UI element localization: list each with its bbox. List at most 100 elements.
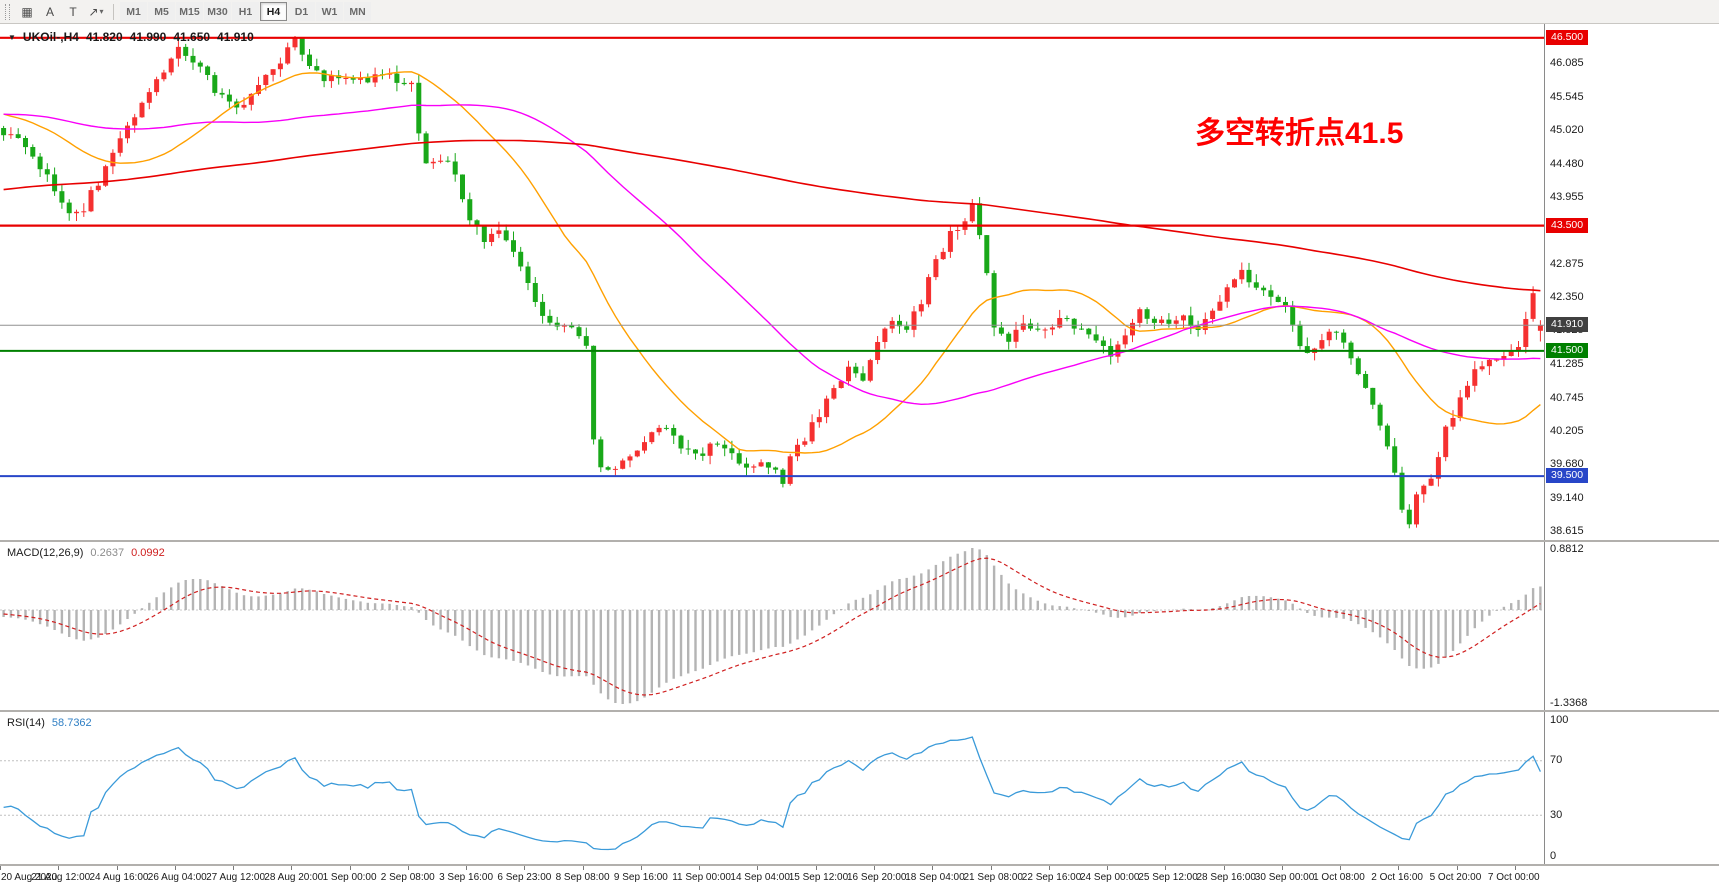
time-axis-tick <box>757 866 759 870</box>
timeframe-d1[interactable]: D1 <box>288 2 315 21</box>
rsi-axis-label: 100 <box>1550 713 1569 726</box>
price-axis-label: 38.615 <box>1550 525 1584 538</box>
time-axis-label: 2 Sep 08:00 <box>380 872 435 883</box>
time-axis-label: 30 Sep 00:00 <box>1254 872 1315 883</box>
timeframe-m30[interactable]: M30 <box>204 2 231 21</box>
timeframe-h4[interactable]: H4 <box>260 2 287 21</box>
time-axis-label: 20 Aug 2020 <box>1 872 58 883</box>
chart-window-tool-button[interactable]: ▦ <box>16 2 38 22</box>
rsi-axis-label: 70 <box>1550 754 1563 767</box>
main-chart-plot[interactable] <box>0 24 1544 540</box>
time-axis-label: 27 Aug 12:00 <box>206 872 266 883</box>
rsi-panel-plot[interactable] <box>0 712 1544 864</box>
time-axis-tick <box>174 866 176 870</box>
toolbar-separator <box>113 3 114 20</box>
chart-window-icon: ▦ <box>21 4 33 19</box>
time-axis-label: 14 Sep 04:00 <box>730 872 790 883</box>
time-axis-tick <box>0 866 1 870</box>
time-axis-tick <box>815 866 817 870</box>
symbol-dropdown-icon[interactable]: ▼ <box>8 32 16 42</box>
price-axis-label: 39.140 <box>1550 492 1584 505</box>
time-axis-label: 25 Sep 12:00 <box>1138 872 1198 883</box>
timeframe-mn[interactable]: MN <box>344 2 371 21</box>
toolbar-grip[interactable] <box>5 3 10 20</box>
rsi-name: RSI(14) <box>7 717 45 729</box>
text-tool-button[interactable]: T <box>62 2 84 22</box>
macd-main-value: 0.2637 <box>90 547 125 559</box>
panel-divider[interactable] <box>0 540 1719 542</box>
price-axis-label: 40.205 <box>1550 425 1584 438</box>
ohlc-low: 41.650 <box>173 30 211 44</box>
price-axis-label: 45.545 <box>1550 91 1584 104</box>
time-axis-label: 9 Sep 16:00 <box>613 872 668 883</box>
time-axis-label: 1 Oct 08:00 <box>1313 872 1365 883</box>
chevron-down-icon: ▾ <box>99 7 104 16</box>
price-axis-label: 42.875 <box>1550 258 1584 271</box>
chart-header[interactable]: ▼ UKOil-,H4 41.820 41.990 41.650 41.910 <box>8 30 254 44</box>
time-axis-tick <box>291 866 293 870</box>
price-axis-label: 42.350 <box>1550 291 1584 304</box>
trendline-tool-button[interactable]: ↗ ▾ <box>85 2 107 22</box>
timeframe-w1[interactable]: W1 <box>316 2 343 21</box>
time-axis-tick <box>1223 866 1225 870</box>
time-axis-label: 15 Sep 12:00 <box>788 872 849 883</box>
time-axis-tick <box>640 866 642 870</box>
macd-name: MACD(12,26,9) <box>7 547 84 559</box>
price-axis-label: 40.745 <box>1550 391 1584 404</box>
text-label-icon: A <box>45 4 54 19</box>
price-axis-label: 43.955 <box>1550 190 1584 203</box>
time-axis-tick <box>1456 866 1458 870</box>
time-axis-label: 2 Oct 16:00 <box>1371 872 1423 883</box>
rsi-value: 58.7362 <box>51 717 92 729</box>
time-axis[interactable]: 20 Aug 2020 21 Aug 12:00 24 Aug 16:00 26 Au… <box>0 866 1719 890</box>
time-axis-tick <box>1398 866 1400 870</box>
time-axis-label: 16 Sep 20:00 <box>847 872 907 883</box>
time-axis-label: 21 Sep 08:00 <box>963 872 1024 883</box>
time-axis-label: 1 Sep 00:00 <box>322 872 377 883</box>
time-axis-tick <box>874 866 875 870</box>
time-axis-label: 7 Oct 00:00 <box>1487 872 1540 883</box>
panel-divider <box>0 864 1719 866</box>
timeframe-m15[interactable]: M15 <box>176 2 203 21</box>
time-axis-tick <box>349 866 351 870</box>
time-axis-label: 18 Sep 04:00 <box>905 872 965 883</box>
time-axis-tick <box>407 866 409 870</box>
time-axis-label: 24 Sep 00:00 <box>1080 872 1140 883</box>
annotation-text: 多空转折点41.5 <box>1195 117 1404 150</box>
price-axis-label: 45.020 <box>1550 123 1584 136</box>
time-axis-label: 26 Aug 04:00 <box>147 872 207 883</box>
price-badge: 41.500 <box>1546 342 1589 358</box>
rsi-indicator-label: RSI(14) 58.7362 <box>7 717 92 729</box>
time-axis-tick <box>1281 866 1283 870</box>
ohlc-close: 41.910 <box>217 30 254 44</box>
time-axis-label: 28 Sep 16:00 <box>1196 872 1257 883</box>
timeframe-m5[interactable]: M5 <box>148 2 175 21</box>
time-axis-label: 3 Sep 16:00 <box>439 872 494 883</box>
text-tool-icon: T <box>69 4 77 19</box>
price-axis-label: 44.480 <box>1550 157 1584 170</box>
time-axis-label: 11 Sep 00:00 <box>672 872 731 883</box>
time-axis-tick <box>1514 866 1516 870</box>
ohlc-high: 41.990 <box>129 30 167 44</box>
rsi-axis-label: 0 <box>1550 849 1557 862</box>
symbol-timeframe-label: UKOil-,H4 <box>22 30 79 44</box>
price-axis-label: 41.285 <box>1550 357 1584 370</box>
time-axis-tick <box>524 866 526 870</box>
time-axis-label: 24 Aug 16:00 <box>89 872 149 883</box>
text-label-tool-button[interactable]: A <box>39 2 61 22</box>
macd-axis-label: 0.8812 <box>1550 543 1584 555</box>
macd-axis[interactable]: 0.8812 -1.3368 <box>1544 542 1719 710</box>
ohlc-open: 41.820 <box>85 30 123 44</box>
time-axis-tick <box>466 866 468 870</box>
macd-panel-plot[interactable] <box>0 542 1544 710</box>
timeframe-h1[interactable]: H1 <box>232 2 259 21</box>
time-axis-tick <box>116 866 118 870</box>
panel-divider[interactable] <box>0 710 1719 712</box>
rsi-axis[interactable]: 100 70 30 0 <box>1544 712 1719 864</box>
price-axis[interactable]: 46.08545.54545.02044.48043.95543.41542.8… <box>1544 24 1719 540</box>
time-axis-tick <box>990 866 992 870</box>
time-axis-tick <box>1048 866 1050 870</box>
time-axis-label: 5 Oct 20:00 <box>1429 872 1482 883</box>
time-axis-label: 22 Sep 16:00 <box>1021 872 1082 883</box>
timeframe-m1[interactable]: M1 <box>120 2 147 21</box>
